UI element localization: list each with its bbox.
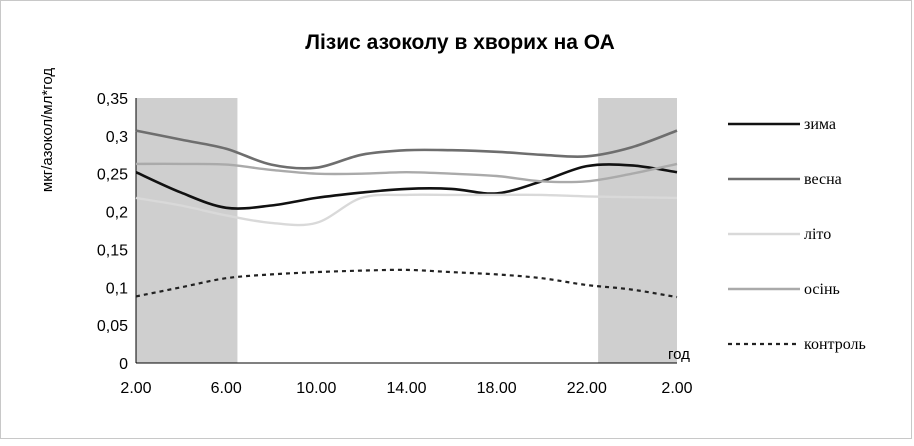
shaded-regions xyxy=(136,98,677,363)
legend-label: осінь xyxy=(804,281,840,298)
chart-title: Лізис азоколу в хворих на ОА xyxy=(305,31,615,54)
x-axis-label: год xyxy=(668,346,690,363)
legend-label: зима xyxy=(804,116,836,133)
legend-label: весна xyxy=(804,171,842,188)
y-tick-label: 0,25 xyxy=(97,167,128,184)
y-tick-label: 0,35 xyxy=(97,91,128,108)
y-axis-label: мкг/азокол/мл*год xyxy=(39,68,56,192)
y-tick-label: 0,1 xyxy=(106,280,128,297)
x-tick-label: 6.00 xyxy=(211,380,242,397)
legend-item: зима xyxy=(728,116,836,133)
legend-item: весна xyxy=(728,171,842,188)
x-tick-label: 18.00 xyxy=(477,380,517,397)
legend: зима весна літо осінь контроль xyxy=(728,116,866,353)
y-tick-labels: 0 0,05 0,1 0,15 0,2 0,25 0,3 0,35 xyxy=(97,91,128,373)
x-tick-label: 2.00 xyxy=(120,380,151,397)
shaded-region-0 xyxy=(136,98,238,363)
y-tick-label: 0,05 xyxy=(97,318,128,335)
legend-label: контроль xyxy=(804,336,866,353)
series-lines xyxy=(135,129,678,299)
y-tick-label: 0,15 xyxy=(97,242,128,259)
x-tick-label: 10.00 xyxy=(296,380,336,397)
x-tick-labels: 2.00 6.00 10.00 14.00 18.00 22.00 2.00 xyxy=(120,380,692,397)
series-line-3 xyxy=(135,162,678,184)
y-tick-label: 0 xyxy=(119,356,128,373)
x-tick-label: 22.00 xyxy=(567,380,607,397)
legend-item: осінь xyxy=(728,281,840,298)
x-tick-label: 2.00 xyxy=(661,380,692,397)
legend-item: контроль xyxy=(728,336,866,353)
series-line-0 xyxy=(135,163,678,210)
legend-item: літо xyxy=(728,226,831,243)
shaded-region-1 xyxy=(598,98,677,363)
axes xyxy=(135,98,677,364)
y-tick-label: 0,2 xyxy=(106,205,128,222)
series-line-1 xyxy=(135,129,678,170)
series-line-4 xyxy=(135,268,678,299)
series-line-2 xyxy=(135,193,678,227)
legend-label: літо xyxy=(804,226,831,243)
x-tick-label: 14.00 xyxy=(386,380,426,397)
y-tick-label: 0,3 xyxy=(106,129,128,146)
